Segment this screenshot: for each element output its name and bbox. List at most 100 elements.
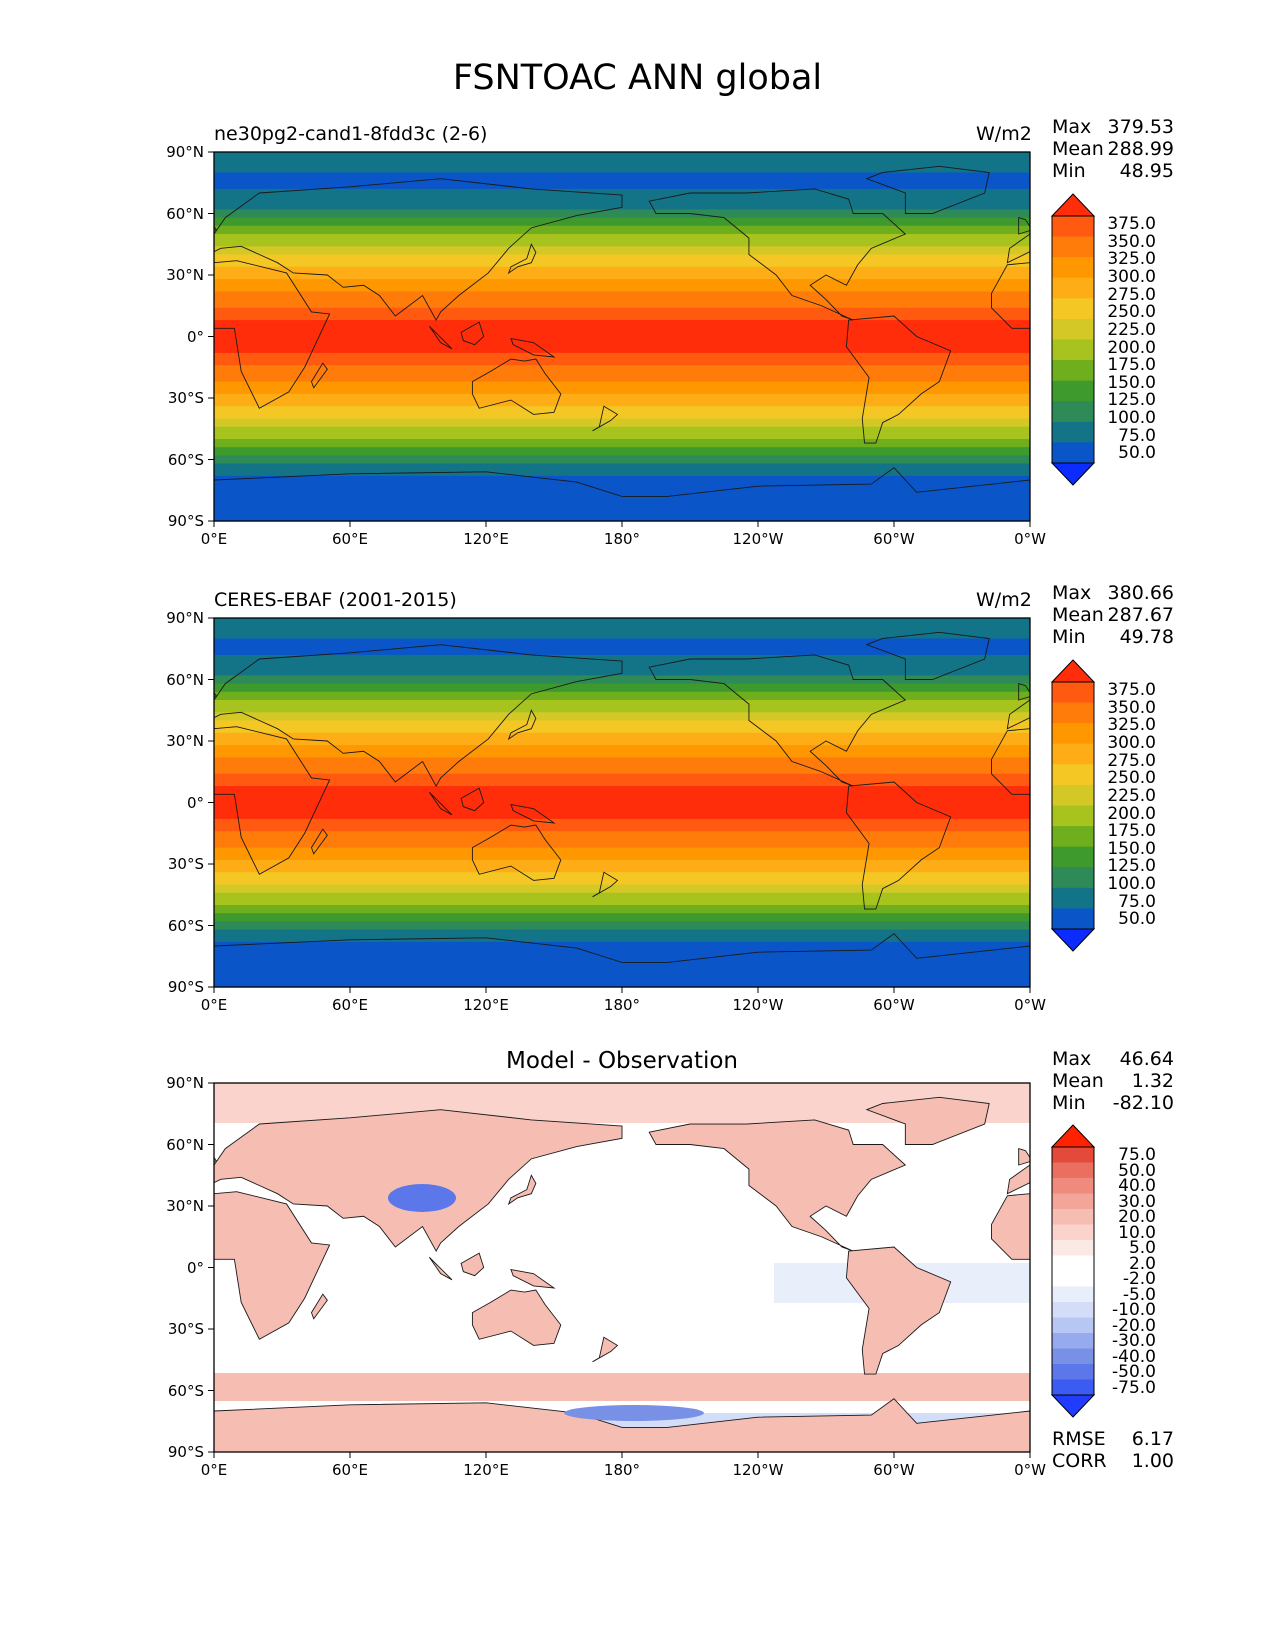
landmass-outline	[214, 1398, 1030, 1452]
panel-1-mean-label: Mean	[1052, 138, 1104, 160]
map-band	[214, 410, 1030, 415]
map-band	[214, 492, 1030, 497]
map-band	[214, 712, 1030, 717]
landmass-outline	[865, 1096, 990, 1145]
landmass-outline	[214, 726, 331, 875]
map-band	[214, 724, 1030, 730]
panel-1-units: W/m2	[976, 123, 1032, 145]
map-band	[214, 316, 1030, 321]
map-band	[214, 642, 1030, 648]
map-band	[214, 962, 1030, 968]
panel-3-error-stats: RMSE 6.17 CORR 1.00	[1052, 1428, 1182, 1472]
colorbar-segment	[1052, 1348, 1094, 1365]
colorbar-segment	[1052, 846, 1094, 868]
panel-2-mean-value: 287.67	[1107, 604, 1174, 626]
colorbar-segment	[1052, 1209, 1094, 1225]
map-band	[214, 361, 1030, 366]
landmass-outline	[471, 1289, 562, 1346]
map-band	[214, 270, 1030, 276]
colorbar-tick-label: 225.0	[1107, 785, 1156, 806]
map-band	[214, 393, 1030, 399]
colorbar-tick-label: 225.0	[1107, 319, 1156, 340]
landmass-outline	[865, 165, 990, 214]
map-band	[214, 369, 1030, 374]
panel-3-min-value: -82.10	[1112, 1092, 1174, 1114]
map-band	[214, 687, 1030, 693]
map-band	[214, 679, 1030, 685]
colorbar-tick-label: 50.0	[1118, 1160, 1156, 1181]
colorbar-segment	[1052, 257, 1094, 279]
map-band	[214, 814, 1030, 820]
rmse-value: 6.17	[1131, 1428, 1174, 1450]
landmass-outline	[991, 262, 1030, 329]
landmass-outline	[507, 709, 537, 741]
map-band	[214, 266, 1030, 272]
landmass-outline	[648, 654, 907, 787]
corr-value: 1.00	[1131, 1450, 1174, 1472]
map-band	[214, 970, 1030, 976]
map-band	[214, 242, 1030, 247]
panel-3-max-value: 46.64	[1119, 1048, 1174, 1070]
panel-1-min-value: 48.95	[1119, 160, 1174, 182]
map-band	[214, 761, 1030, 767]
colorbar-extend-max	[1050, 1124, 1096, 1148]
map-band-max	[304, 322, 864, 341]
map-band	[214, 835, 1030, 840]
map-band	[214, 691, 1030, 697]
lon-tick-label: 180°	[603, 530, 641, 548]
map-band	[214, 258, 1030, 264]
landmass-outline	[471, 824, 562, 881]
map-band	[214, 406, 1030, 411]
landmass-outline	[865, 631, 990, 680]
map-band	[214, 434, 1030, 440]
map-band	[214, 430, 1030, 436]
landmass-outline	[460, 1252, 485, 1277]
map-band	[214, 467, 1030, 473]
colorbar-tick-label: 75.0	[1118, 891, 1156, 912]
lon-tick-label: 120°W	[732, 996, 784, 1014]
colorbar-tick-label: 100.0	[1107, 874, 1156, 895]
colorbar-segment	[1052, 723, 1094, 745]
map-band	[214, 954, 1030, 959]
map-band	[214, 683, 1030, 689]
map-band	[214, 872, 1030, 877]
colorbar-tick-label: 125.0	[1107, 390, 1156, 411]
map-band	[214, 385, 1030, 391]
map-band	[214, 880, 1030, 886]
map-band	[214, 777, 1030, 783]
map-band	[214, 646, 1030, 652]
map-band	[214, 512, 1030, 518]
colorbar-tick-label: 40.0	[1118, 1176, 1156, 1196]
colorbar-tick-label: 375.0	[1107, 680, 1156, 700]
colorbar-segment	[1052, 764, 1094, 786]
map-band	[214, 172, 1030, 178]
lon-tick-label: 120°W	[732, 530, 784, 548]
lon-tick-label: 0°W	[1014, 1461, 1046, 1479]
lon-tick-label: 0°W	[1014, 530, 1046, 548]
panel-1-stats: Max 379.53 Mean 288.99 Min 48.95	[1052, 116, 1182, 182]
colorbar-tick-label: -10.0	[1112, 1300, 1156, 1320]
landmass-outline	[845, 315, 952, 444]
panel-1-min-label: Min	[1052, 160, 1086, 182]
colorbar-tick-label: 150.0	[1107, 372, 1156, 393]
panel-1-title: ne30pg2-cand1-8fdd3c (2-6)	[214, 123, 488, 145]
landmass-outline	[1006, 1164, 1030, 1195]
map-band	[214, 225, 1030, 231]
panel-1-max-value: 379.53	[1107, 116, 1174, 138]
map-band	[214, 299, 1030, 305]
map-band	[214, 831, 1030, 836]
colorbar-segment	[1052, 360, 1094, 382]
landmass-outline	[507, 243, 537, 275]
map-band	[214, 896, 1030, 902]
map-band	[214, 708, 1030, 713]
colorbar-tick-label: 10.0	[1118, 1222, 1156, 1243]
map-band	[214, 402, 1030, 407]
colorbar-tick-label: -5.0	[1122, 1284, 1156, 1305]
panel-3-min-label: Min	[1052, 1092, 1086, 1114]
lon-tick-label: 60°W	[873, 530, 915, 548]
landmass-outline	[428, 1256, 453, 1281]
landmass-outline	[845, 1246, 952, 1375]
panel-2-units: W/m2	[976, 589, 1032, 611]
colorbar-segment	[1052, 1302, 1094, 1318]
map-band	[214, 418, 1030, 424]
